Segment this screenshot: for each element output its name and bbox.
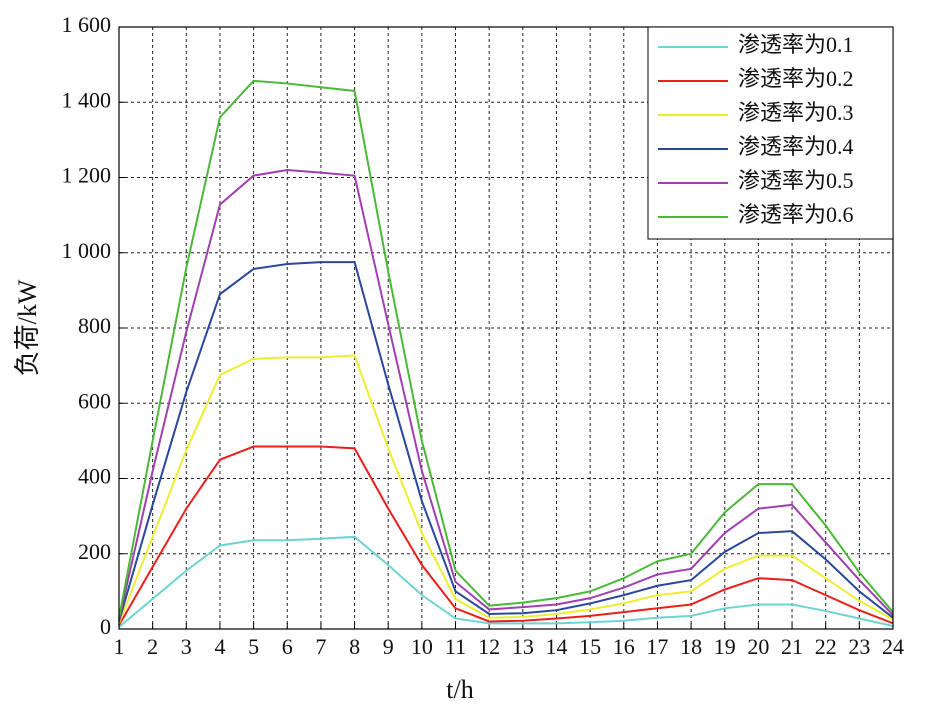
legend-label: 渗透率为0.6 bbox=[738, 202, 854, 227]
x-tick-label: 12 bbox=[478, 634, 500, 659]
x-tick-label: 3 bbox=[181, 634, 192, 659]
y-tick-label: 0 bbox=[100, 614, 111, 639]
x-tick-label: 2 bbox=[147, 634, 158, 659]
line-series bbox=[118, 354, 894, 624]
x-tick-label: 5 bbox=[248, 634, 259, 659]
x-tick-label: 17 bbox=[646, 634, 668, 659]
x-tick-label: 4 bbox=[214, 634, 225, 659]
y-tick-label: 1 600 bbox=[62, 12, 112, 37]
x-tick-label: 10 bbox=[411, 634, 433, 659]
y-tick-label: 1 000 bbox=[62, 238, 112, 263]
x-tick-label: 16 bbox=[613, 634, 635, 659]
x-tick-label: 8 bbox=[349, 634, 360, 659]
legend-label: 渗透率为0.1 bbox=[738, 32, 854, 57]
legend-label: 渗透率为0.3 bbox=[738, 100, 854, 125]
line-series bbox=[118, 535, 894, 628]
x-tick-label: 7 bbox=[315, 634, 326, 659]
plot-frame bbox=[118, 26, 894, 630]
x-tick-label: 13 bbox=[512, 634, 534, 659]
legend-label: 渗透率为0.5 bbox=[738, 168, 854, 193]
line-series bbox=[118, 261, 894, 622]
legend-label: 渗透率为0.4 bbox=[738, 134, 854, 159]
x-tick-label: 18 bbox=[680, 634, 702, 659]
legend-box bbox=[647, 26, 894, 240]
x-tick-label: 22 bbox=[815, 634, 837, 659]
y-axis-label: 负荷/kW bbox=[13, 279, 42, 376]
y-tick-label: 400 bbox=[78, 464, 111, 489]
x-tick-label: 9 bbox=[383, 634, 394, 659]
x-tick-label: 14 bbox=[545, 634, 567, 659]
x-tick-label: 15 bbox=[579, 634, 601, 659]
x-tick-label: 20 bbox=[747, 634, 769, 659]
x-tick-label: 21 bbox=[781, 634, 803, 659]
y-tick-label: 1 200 bbox=[62, 163, 112, 188]
y-tick-label: 600 bbox=[78, 388, 111, 413]
legend-label: 渗透率为0.2 bbox=[738, 66, 854, 91]
x-tick-label: 24 bbox=[882, 634, 904, 659]
y-tick-label: 1 400 bbox=[62, 87, 112, 112]
x-tick-label: 6 bbox=[282, 634, 293, 659]
x-tick-label: 23 bbox=[848, 634, 870, 659]
x-axis-label: t/h bbox=[446, 675, 473, 704]
line-series bbox=[118, 445, 894, 626]
x-tick-label: 19 bbox=[714, 634, 736, 659]
x-tick-label: 1 bbox=[114, 634, 125, 659]
line-series bbox=[118, 79, 894, 618]
y-tick-label: 200 bbox=[78, 539, 111, 564]
x-tick-label: 11 bbox=[445, 634, 466, 659]
line-series bbox=[118, 168, 894, 620]
y-tick-label: 800 bbox=[78, 313, 111, 338]
